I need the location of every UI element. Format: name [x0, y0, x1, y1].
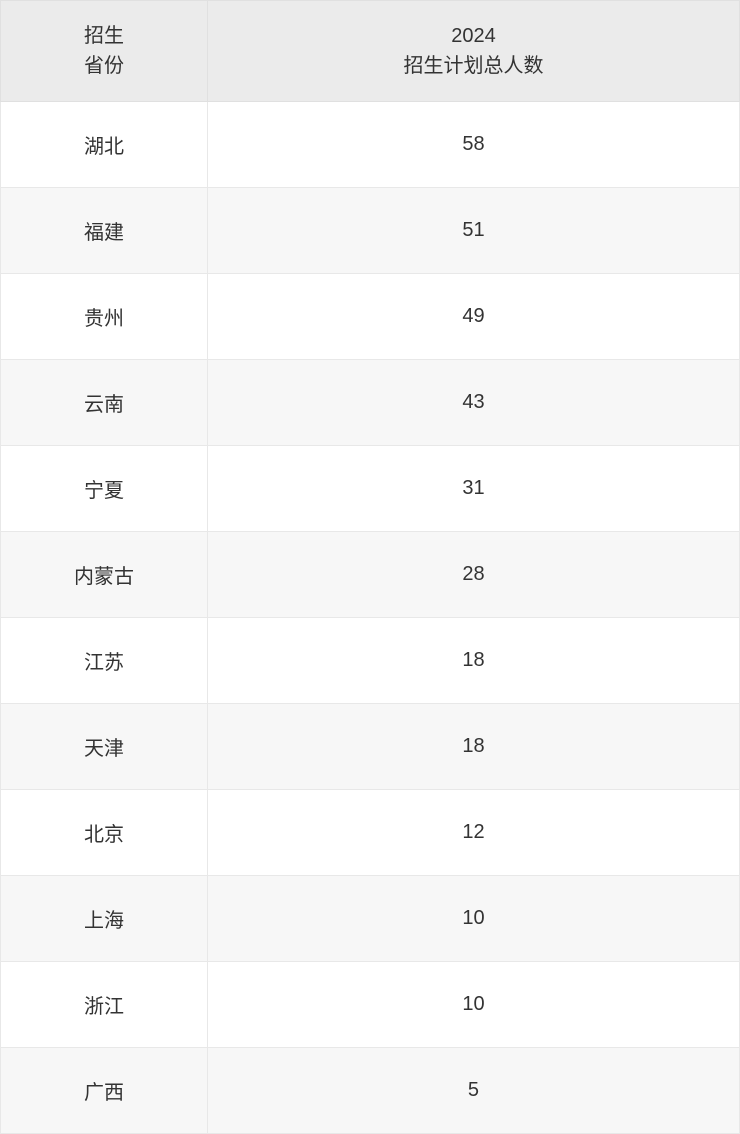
cell-count: 12 [207, 790, 739, 876]
cell-province: 宁夏 [1, 446, 208, 532]
cell-count: 5 [207, 1048, 739, 1134]
cell-province: 天津 [1, 704, 208, 790]
table-row: 内蒙古 28 [1, 532, 740, 618]
column-header-count-line1: 2024 [220, 21, 727, 51]
column-header-province-line2: 省份 [13, 51, 195, 81]
cell-count: 49 [207, 274, 739, 360]
table-row: 福建 51 [1, 188, 740, 274]
cell-count: 58 [207, 102, 739, 188]
cell-province: 上海 [1, 876, 208, 962]
cell-province: 广西 [1, 1048, 208, 1134]
table-row: 北京 12 [1, 790, 740, 876]
cell-province: 浙江 [1, 962, 208, 1048]
cell-count: 18 [207, 618, 739, 704]
table-row: 江苏 18 [1, 618, 740, 704]
column-header-province: 招生 省份 [1, 1, 208, 102]
table-row: 浙江 10 [1, 962, 740, 1048]
table-header-row: 招生 省份 2024 招生计划总人数 [1, 1, 740, 102]
cell-province: 云南 [1, 360, 208, 446]
enrollment-table: 招生 省份 2024 招生计划总人数 湖北 58 福建 51 贵州 49 云南 … [0, 0, 740, 1134]
cell-province: 北京 [1, 790, 208, 876]
cell-count: 10 [207, 876, 739, 962]
cell-province: 福建 [1, 188, 208, 274]
cell-count: 51 [207, 188, 739, 274]
table-row: 贵州 49 [1, 274, 740, 360]
table-row: 广西 5 [1, 1048, 740, 1134]
cell-count: 31 [207, 446, 739, 532]
cell-province: 内蒙古 [1, 532, 208, 618]
column-header-count-line2: 招生计划总人数 [220, 51, 727, 81]
cell-province: 江苏 [1, 618, 208, 704]
table-row: 湖北 58 [1, 102, 740, 188]
column-header-province-line1: 招生 [13, 21, 195, 51]
cell-count: 43 [207, 360, 739, 446]
table-row: 上海 10 [1, 876, 740, 962]
cell-count: 10 [207, 962, 739, 1048]
cell-province: 湖北 [1, 102, 208, 188]
column-header-count: 2024 招生计划总人数 [207, 1, 739, 102]
table-row: 云南 43 [1, 360, 740, 446]
cell-count: 28 [207, 532, 739, 618]
cell-count: 18 [207, 704, 739, 790]
table-body: 湖北 58 福建 51 贵州 49 云南 43 宁夏 31 内蒙古 28 江苏 … [1, 102, 740, 1134]
table-row: 天津 18 [1, 704, 740, 790]
table-row: 宁夏 31 [1, 446, 740, 532]
cell-province: 贵州 [1, 274, 208, 360]
